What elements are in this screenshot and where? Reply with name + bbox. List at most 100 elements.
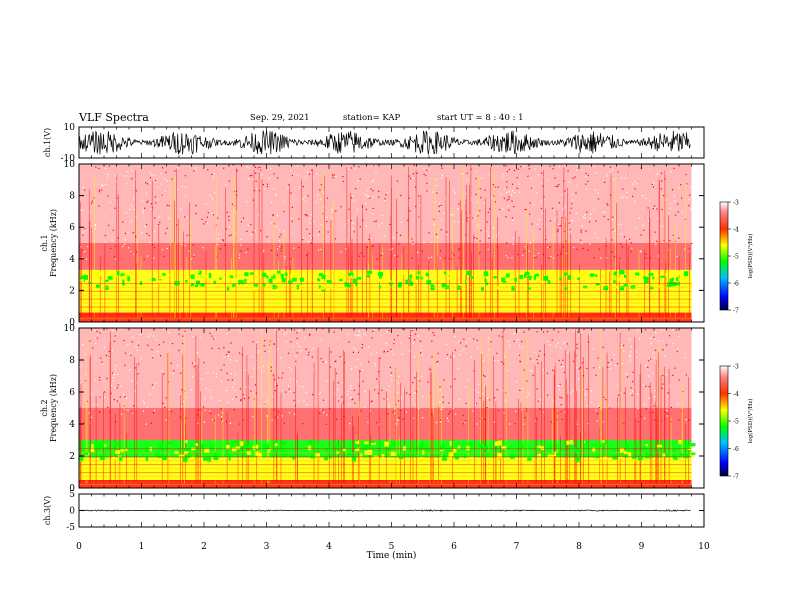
ch1-speckle bbox=[307, 195, 309, 197]
ch2-speckle bbox=[578, 368, 580, 370]
ch2-speckle bbox=[381, 389, 383, 391]
ch2-speckle bbox=[131, 380, 133, 382]
ch2-speckle bbox=[252, 341, 254, 343]
ch2-blob bbox=[243, 443, 247, 448]
ch2-speckle bbox=[488, 337, 490, 339]
ch2-speckle bbox=[244, 369, 246, 371]
ch1-speckle bbox=[511, 183, 514, 185]
ch1-blob bbox=[665, 272, 669, 277]
ch2-blob bbox=[145, 457, 149, 462]
ch1-blob bbox=[329, 283, 334, 289]
ch1-blob bbox=[240, 284, 244, 288]
ch2-speckle bbox=[652, 411, 654, 413]
ch1-speckle bbox=[653, 182, 655, 184]
ch2-speckle bbox=[543, 411, 545, 413]
ch1-blob bbox=[322, 283, 326, 288]
ch1-speckle bbox=[126, 171, 128, 173]
ch2-speckle bbox=[533, 351, 535, 353]
ch1-speckle bbox=[280, 247, 282, 249]
ch2-speckle bbox=[684, 357, 686, 359]
ch2-speckle bbox=[636, 351, 638, 353]
ch2-speckle bbox=[402, 389, 404, 391]
ch1-blob bbox=[303, 287, 308, 290]
ch2-speckle bbox=[240, 400, 242, 402]
ch1-speckle bbox=[611, 251, 613, 253]
ch2-speckle bbox=[142, 410, 144, 412]
ch2-speckle bbox=[450, 386, 452, 388]
ch2-speckle bbox=[550, 421, 552, 423]
ch2-blob bbox=[347, 452, 353, 457]
ch1-speckle bbox=[612, 178, 614, 180]
ch2-blob bbox=[307, 445, 312, 451]
ch2-speckle bbox=[391, 350, 393, 352]
ch2-speckle bbox=[526, 380, 528, 382]
ch1-blob bbox=[213, 274, 216, 278]
ch2-speckle bbox=[496, 389, 498, 391]
ch2-speckle bbox=[234, 389, 236, 391]
ch1-speckle bbox=[254, 166, 256, 168]
ch1-speckle bbox=[507, 257, 509, 259]
ch1-blob bbox=[514, 277, 517, 282]
ch2-speckle bbox=[352, 351, 354, 353]
ch1-speckle bbox=[528, 250, 530, 252]
ch2-speckle bbox=[93, 329, 95, 331]
ch2-blob bbox=[94, 441, 99, 444]
ch1-speckle bbox=[207, 169, 209, 171]
ch1-speckle bbox=[535, 192, 537, 194]
ch2-speckle bbox=[657, 340, 659, 342]
ch2-speckle bbox=[629, 338, 631, 340]
ch1-speckle bbox=[432, 191, 434, 193]
ch1-blob bbox=[105, 286, 109, 290]
ch2-speckle bbox=[637, 421, 639, 423]
ch1-speckle bbox=[638, 217, 640, 219]
ch2-speckle bbox=[318, 393, 320, 395]
ch2-speckle bbox=[95, 342, 97, 345]
ch1-speckle bbox=[246, 230, 248, 232]
ch2-speckle bbox=[446, 417, 449, 419]
ch2-blob bbox=[455, 456, 459, 460]
ch2-speckle bbox=[664, 411, 667, 413]
ch2-blob bbox=[428, 449, 432, 452]
ch1-speckle bbox=[365, 202, 367, 204]
ch2-speckle bbox=[400, 342, 402, 344]
ch2-speckle bbox=[471, 356, 473, 358]
ch1-blob bbox=[268, 278, 273, 284]
ch2-speckle bbox=[376, 378, 378, 380]
ch1-speckle bbox=[279, 245, 281, 248]
ch1-speckle bbox=[529, 202, 531, 204]
ch1-speckle bbox=[685, 184, 688, 186]
ch2-speckle bbox=[439, 419, 442, 421]
ch2-speckle bbox=[283, 422, 285, 424]
ch1-speckle bbox=[609, 166, 612, 168]
ch2-speckle bbox=[106, 377, 108, 380]
ch1-speckle bbox=[655, 243, 657, 245]
ch2-speckle bbox=[652, 352, 654, 354]
ch2-speckle bbox=[178, 333, 180, 335]
ch2-speckle bbox=[213, 338, 215, 340]
ch1-speckle bbox=[291, 206, 293, 208]
ch2-speckle bbox=[96, 337, 98, 339]
ch1-speckle bbox=[332, 177, 334, 179]
ch2-speckle bbox=[517, 339, 519, 341]
ch2-speckle bbox=[222, 412, 224, 414]
ch1-speckle bbox=[489, 173, 491, 176]
ch1-speckle bbox=[378, 224, 380, 226]
ch2-speckle bbox=[289, 412, 291, 414]
ch1-speckle bbox=[540, 207, 542, 210]
ch2-speckle bbox=[529, 370, 531, 372]
ch1-speckle bbox=[567, 170, 569, 172]
ch1-blob bbox=[343, 279, 347, 284]
ch1-speckle bbox=[180, 208, 182, 210]
ch2-speckle bbox=[547, 340, 549, 342]
ch2-speckle bbox=[343, 356, 345, 358]
ch2-speckle bbox=[93, 404, 95, 406]
ch2-speckle bbox=[182, 343, 184, 345]
ch2-speckle bbox=[182, 335, 184, 337]
ch1-speckle bbox=[621, 246, 623, 248]
ch2-speckle bbox=[127, 409, 129, 411]
ch2-blob bbox=[201, 444, 204, 448]
ch1-speckle bbox=[434, 201, 436, 203]
ch2-speckle bbox=[486, 397, 489, 399]
ch1-speckle bbox=[441, 174, 443, 176]
ch1-speckle bbox=[228, 235, 230, 237]
